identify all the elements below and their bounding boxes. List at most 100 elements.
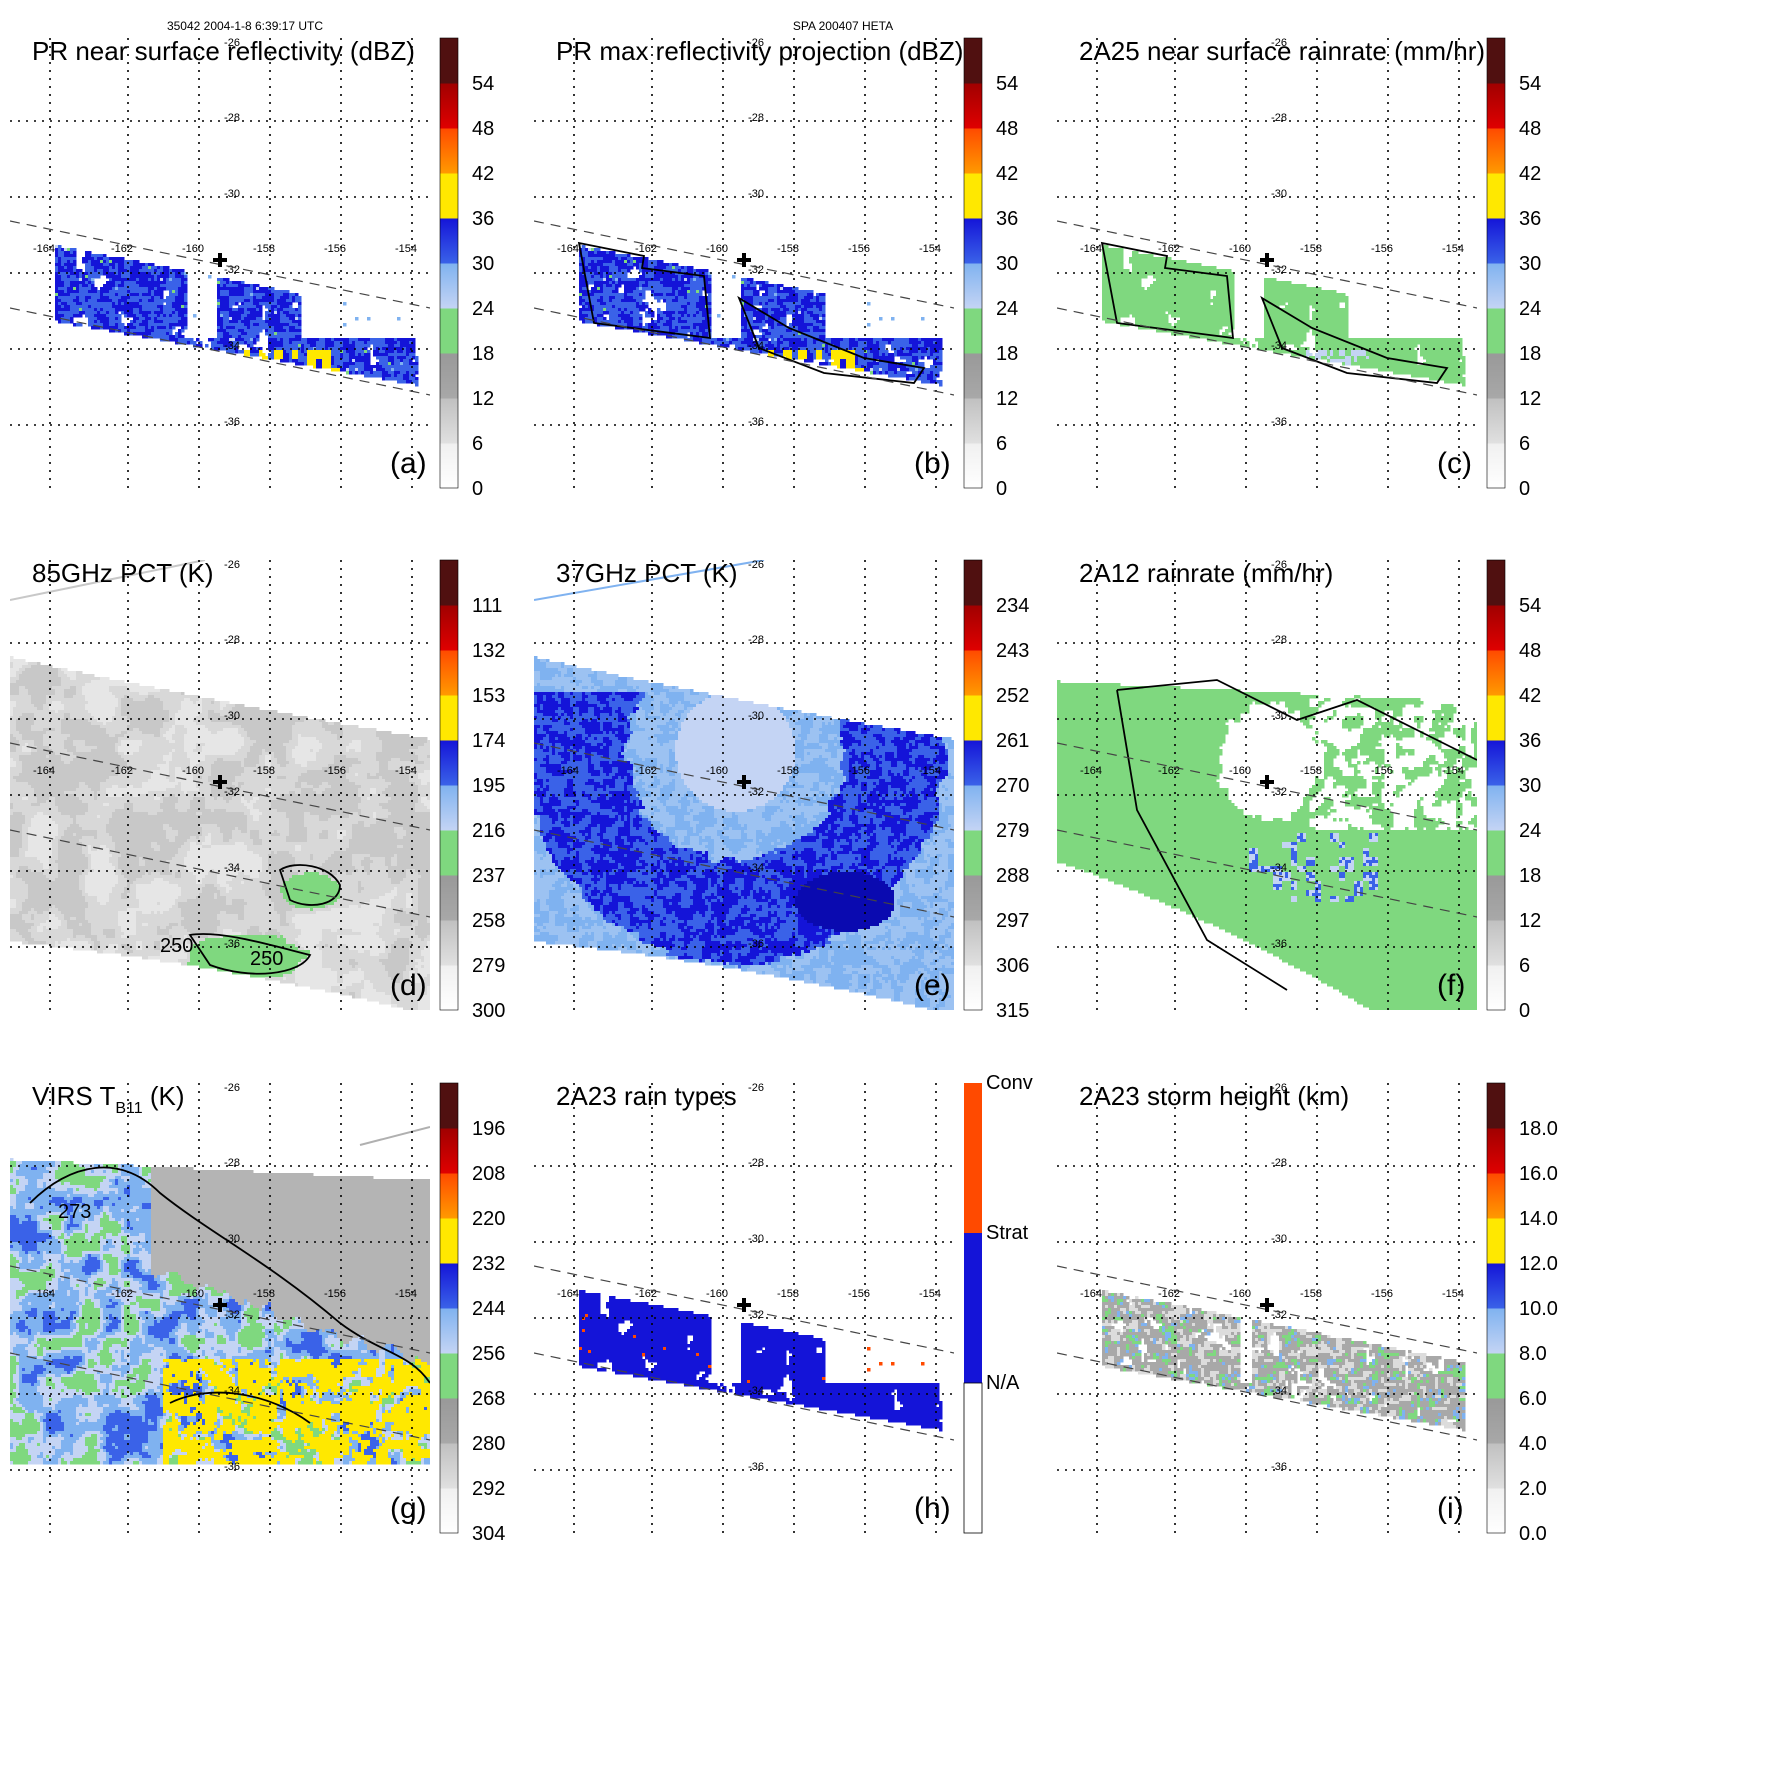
colorbar-tick-label: 292 [472,1478,505,1500]
colorbar-segment [964,308,982,354]
colorbar-tick-label: 208 [472,1163,505,1185]
colorbar-tick-label: 24 [1519,820,1541,842]
colorbar-tick-label: 0 [1519,1000,1530,1022]
colorbar-segment [964,605,982,651]
colorbar-tick-label: 279 [996,820,1029,842]
colorbar-segment [1487,1218,1505,1264]
colorbar-tick-label: 42 [1519,685,1541,707]
colorbar-segment [1487,650,1505,696]
colorbar-tick-label: 54 [1519,73,1541,95]
colorbar-tick-label: 6.0 [1519,1388,1547,1410]
colorbar-tick-label: 244 [472,1298,505,1320]
panel-letter: (h) [914,1492,951,1525]
colorbar-segment [1487,1353,1505,1399]
colorbar-tick-label: 252 [996,685,1029,707]
map-area: -26-28-30-32-34-36-164 -162 -160 -158 -156 -1… [1057,1082,1477,1533]
colorbar-tick-label: 0 [472,478,483,500]
lat-label: -30 [1271,1233,1287,1245]
lat-label: -28 [748,1157,764,1169]
lon-label: -164 [1080,1288,1102,1300]
lat-label: -28 [224,1157,240,1169]
colorbar-segment [440,173,458,219]
colorbar-segment [440,695,458,741]
colorbar-segment [964,263,982,309]
lat-label: -30 [748,1233,764,1245]
colorbar-segment [964,443,982,489]
colorbar-segment [440,830,458,876]
lat-label: -30 [224,188,240,200]
colorbar-segment [1487,173,1505,219]
colorbar-tick-label: 6 [996,433,1007,455]
colorbar-tick-label: 6 [1519,955,1530,977]
colorbar-segment [440,965,458,1011]
colorbar-segment [1487,1443,1505,1489]
lat-label: -26 [748,559,764,571]
colorbar: 0.02.04.06.08.010.012.014.016.018.0 [1487,1083,1558,1545]
lon-label: -154 [1442,765,1464,777]
colorbar-segment [440,920,458,966]
colorbar-segment [440,1083,458,1129]
colorbar-segment [440,263,458,309]
lon-label: -162 [635,765,657,777]
panel-title: 2A12 rainrate (mm/hr) [1079,558,1333,588]
lon-label: -164 [557,765,579,777]
orbit-edge-line [360,1127,430,1145]
colorbar-tick-label: 14.0 [1519,1208,1558,1230]
lat-label: -36 [224,416,240,428]
lon-label: -164 [33,243,55,255]
colorbar-segment [1487,695,1505,741]
colorbar-segment [964,128,982,174]
colorbar-tick-label: 0 [1519,478,1530,500]
panel-letter: (c) [1437,447,1472,480]
lat-label: -34 [748,862,764,874]
lat-label: -28 [224,634,240,646]
panel-title: 85GHz PCT (K) [32,558,214,588]
colorbar-tick-label: 234 [996,595,1029,617]
colorbar-segment [964,560,982,606]
lon-label: -156 [1371,765,1393,777]
colorbar-tick-label: 306 [996,955,1029,977]
colorbar-segment [1487,830,1505,876]
colorbar-tick-label: 6 [1519,433,1530,455]
lon-label: -154 [919,1288,941,1300]
lat-label: -30 [1271,710,1287,722]
lat-label: -34 [224,862,240,874]
colorbar-tick-label: 243 [996,640,1029,662]
lon-label: -164 [33,765,55,777]
panel-a: -26-28-30-32-34-36-164 -162 -160 -158 -156 -1… [10,36,494,500]
lon-label: -156 [324,243,346,255]
lat-label: -34 [224,340,240,352]
lat-label: -30 [748,188,764,200]
colorbar-segment [964,830,982,876]
map-area: -26-28-30-32-34-36-164 -162 -160 -158 -156 -1… [1057,559,1478,1011]
colorbar-tick-label: 18 [1519,343,1541,365]
lat-label: -36 [224,1461,240,1473]
panel-f: -26-28-30-32-34-36-164 -162 -160 -158 -156 -1… [1057,558,1541,1022]
colorbar-segment [964,965,982,1011]
lon-label: -160 [706,243,728,255]
colorbar-tick-label: 220 [472,1208,505,1230]
colorbar-tick-label: 237 [472,865,505,887]
panel-letter: (i) [1437,1492,1464,1525]
system-label: SPA 200407 HETA [793,19,893,33]
lon-label: -160 [1229,1288,1251,1300]
panel-letter: (d) [390,969,427,1002]
lat-label: -30 [1271,188,1287,200]
colorbar-na [964,1383,982,1533]
colorbar-tick-label: 268 [472,1388,505,1410]
colorbar-segment [1487,1128,1505,1174]
colorbar-tick-label: 12.0 [1519,1253,1558,1275]
lon-label: -160 [1229,765,1251,777]
lon-label: -160 [706,765,728,777]
panel-letter: (b) [914,447,951,480]
colorbar-tick-label: 4.0 [1519,1433,1547,1455]
colorbar-tick-label: 258 [472,910,505,932]
lon-label: -162 [1158,243,1180,255]
colorbar-tick-label: 280 [472,1433,505,1455]
lon-label: -162 [1158,1288,1180,1300]
panel-title: PR max reflectivity projection (dBZ) [556,36,963,66]
colorbar-segment [440,560,458,606]
colorbar-segment [1487,965,1505,1011]
